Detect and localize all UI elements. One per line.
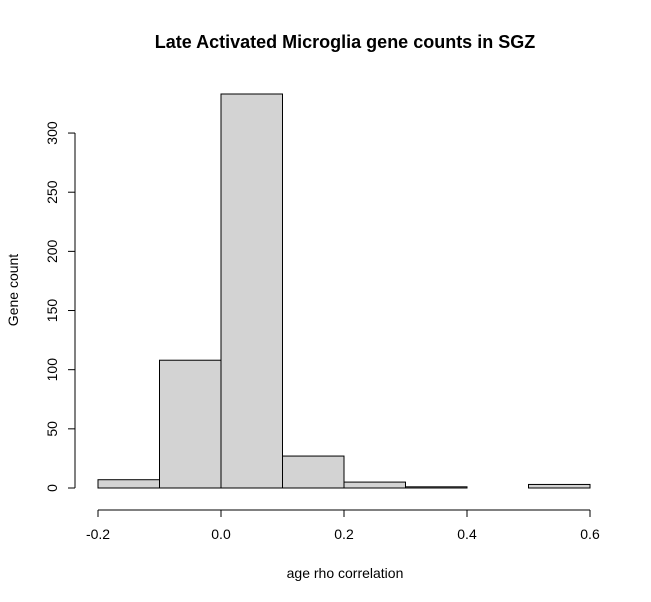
x-axis-label: age rho correlation xyxy=(287,565,404,581)
histogram-bar-3 xyxy=(282,455,345,489)
y-tick-label: 100 xyxy=(44,358,60,382)
histogram-bar-0 xyxy=(97,479,160,489)
y-tick-label: 200 xyxy=(44,239,60,263)
y-axis: 0 50 100 150 200 250 300 xyxy=(44,121,76,492)
x-tick-label: 0.2 xyxy=(334,526,354,542)
histogram-bar-4 xyxy=(343,481,406,489)
y-tick-label: 300 xyxy=(44,121,60,145)
histogram-bar-2 xyxy=(220,93,283,489)
x-tick-label: 0.6 xyxy=(580,526,600,542)
x-tick-label: 0.4 xyxy=(457,526,477,542)
x-tick-label: 0.0 xyxy=(211,526,231,542)
y-tick-label: 250 xyxy=(44,180,60,204)
bars-group xyxy=(97,93,591,489)
histogram-bar-5 xyxy=(405,486,468,489)
y-tick-label: 0 xyxy=(44,484,60,492)
y-axis-label: Gene count xyxy=(5,254,21,326)
y-tick-label: 150 xyxy=(44,299,60,323)
chart-title: Late Activated Microglia gene counts in … xyxy=(155,32,535,52)
y-tick-label: 50 xyxy=(44,421,60,437)
x-axis: -0.2 0.0 0.2 0.4 0.6 xyxy=(86,509,600,542)
histogram-bar-1 xyxy=(159,359,222,489)
histogram-bar-7 xyxy=(528,483,591,489)
x-tick-label: -0.2 xyxy=(86,526,110,542)
